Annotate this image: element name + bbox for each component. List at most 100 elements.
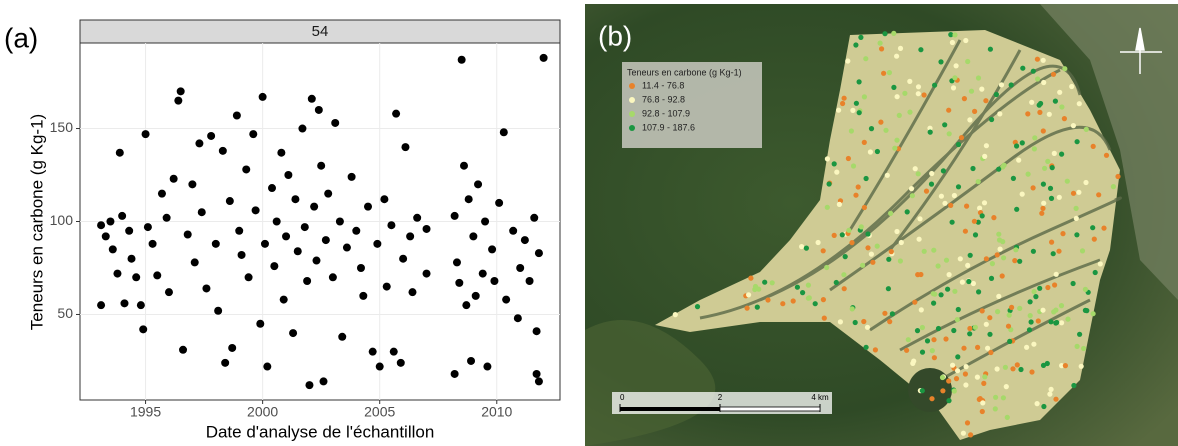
- sample-dot: [960, 430, 967, 436]
- sample-dot: [836, 201, 843, 207]
- sample-dot: [982, 153, 988, 159]
- sample-dot: [1081, 345, 1087, 352]
- sample-dot: [746, 292, 752, 298]
- sample-dot: [963, 382, 969, 388]
- point: [260, 239, 269, 248]
- sample-dot: [935, 325, 942, 332]
- sample-dot: [848, 128, 855, 134]
- point: [455, 278, 464, 287]
- sample-dot: [1115, 173, 1121, 180]
- sample-dot: [965, 262, 971, 268]
- point: [174, 96, 183, 105]
- sample-dot: [923, 188, 930, 194]
- sample-dot: [1041, 79, 1047, 86]
- sample-dot: [1027, 313, 1033, 319]
- sample-dot: [1041, 200, 1047, 206]
- point: [153, 271, 162, 280]
- sample-dot: [812, 301, 818, 307]
- sample-dot: [1074, 232, 1080, 238]
- scale-label: 2: [718, 393, 723, 402]
- sample-dot: [820, 248, 826, 254]
- sample-dot: [853, 192, 859, 198]
- sample-dot: [1024, 344, 1030, 350]
- sample-dot: [1082, 307, 1088, 313]
- point: [413, 213, 422, 222]
- sample-dot: [963, 37, 969, 44]
- point: [375, 362, 384, 371]
- point: [293, 247, 302, 256]
- sample-dot: [1041, 403, 1047, 410]
- point: [380, 195, 389, 204]
- sample-dot: [864, 324, 871, 330]
- point: [481, 217, 490, 226]
- sample-dot: [1065, 316, 1071, 322]
- point: [214, 306, 223, 315]
- sample-dot: [955, 184, 962, 190]
- sample-dot: [800, 290, 806, 296]
- point: [256, 319, 265, 328]
- sample-dot: [790, 298, 796, 304]
- sample-dot: [962, 228, 969, 234]
- point: [272, 217, 281, 226]
- sample-dot: [918, 271, 924, 278]
- sample-dot: [1046, 111, 1052, 117]
- sample-dot: [860, 262, 866, 268]
- point: [490, 277, 499, 285]
- sample-dot: [968, 88, 975, 94]
- point: [284, 171, 293, 180]
- sample-dot: [1090, 225, 1096, 231]
- legend-label: 11.4 - 76.8: [642, 80, 684, 90]
- sample-dot: [1006, 312, 1012, 318]
- sample-dot: [1059, 104, 1065, 110]
- sample-dot: [1048, 195, 1055, 201]
- point: [335, 217, 344, 226]
- sample-dot: [1077, 331, 1083, 337]
- sample-dot: [888, 210, 894, 216]
- point: [232, 111, 241, 120]
- point: [218, 146, 227, 155]
- point: [530, 213, 539, 222]
- sample-dot: [1025, 111, 1031, 117]
- sample-dot: [1069, 83, 1075, 90]
- point: [338, 332, 347, 341]
- point: [300, 223, 309, 232]
- sample-dot: [1061, 116, 1067, 122]
- point: [251, 206, 260, 215]
- sample-dot: [1030, 248, 1036, 254]
- sample-dot: [1016, 157, 1022, 163]
- sample-dot: [874, 148, 881, 155]
- sample-dot: [1039, 210, 1045, 216]
- sample-dot: [1040, 57, 1046, 63]
- sample-dot: [855, 184, 861, 190]
- sample-dot: [1003, 384, 1009, 390]
- sample-dot: [1013, 247, 1019, 253]
- point: [469, 232, 478, 241]
- point: [157, 189, 166, 198]
- sample-dot: [993, 394, 999, 400]
- point: [125, 226, 134, 235]
- sample-dot: [927, 129, 933, 135]
- point: [450, 211, 459, 220]
- sample-dot: [894, 228, 900, 235]
- sample-dot: [1031, 146, 1037, 152]
- point: [488, 245, 497, 254]
- point: [279, 295, 288, 304]
- point: [392, 109, 401, 118]
- sample-dot: [1076, 101, 1082, 107]
- point: [195, 139, 204, 148]
- point: [148, 239, 157, 248]
- sample-dot: [1050, 251, 1056, 257]
- sample-dot: [935, 263, 941, 269]
- sample-dot: [1042, 165, 1048, 171]
- sample-dot: [1052, 282, 1058, 288]
- sample-dot: [1049, 165, 1055, 171]
- sample-dot: [959, 279, 966, 285]
- sample-dot: [856, 79, 862, 85]
- sample-dot: [821, 315, 827, 321]
- sample-dot: [955, 354, 961, 360]
- sample-dot: [974, 374, 981, 380]
- point: [141, 130, 150, 139]
- sample-dot: [962, 371, 969, 377]
- sample-dot: [845, 155, 852, 162]
- sample-dot: [1026, 327, 1033, 333]
